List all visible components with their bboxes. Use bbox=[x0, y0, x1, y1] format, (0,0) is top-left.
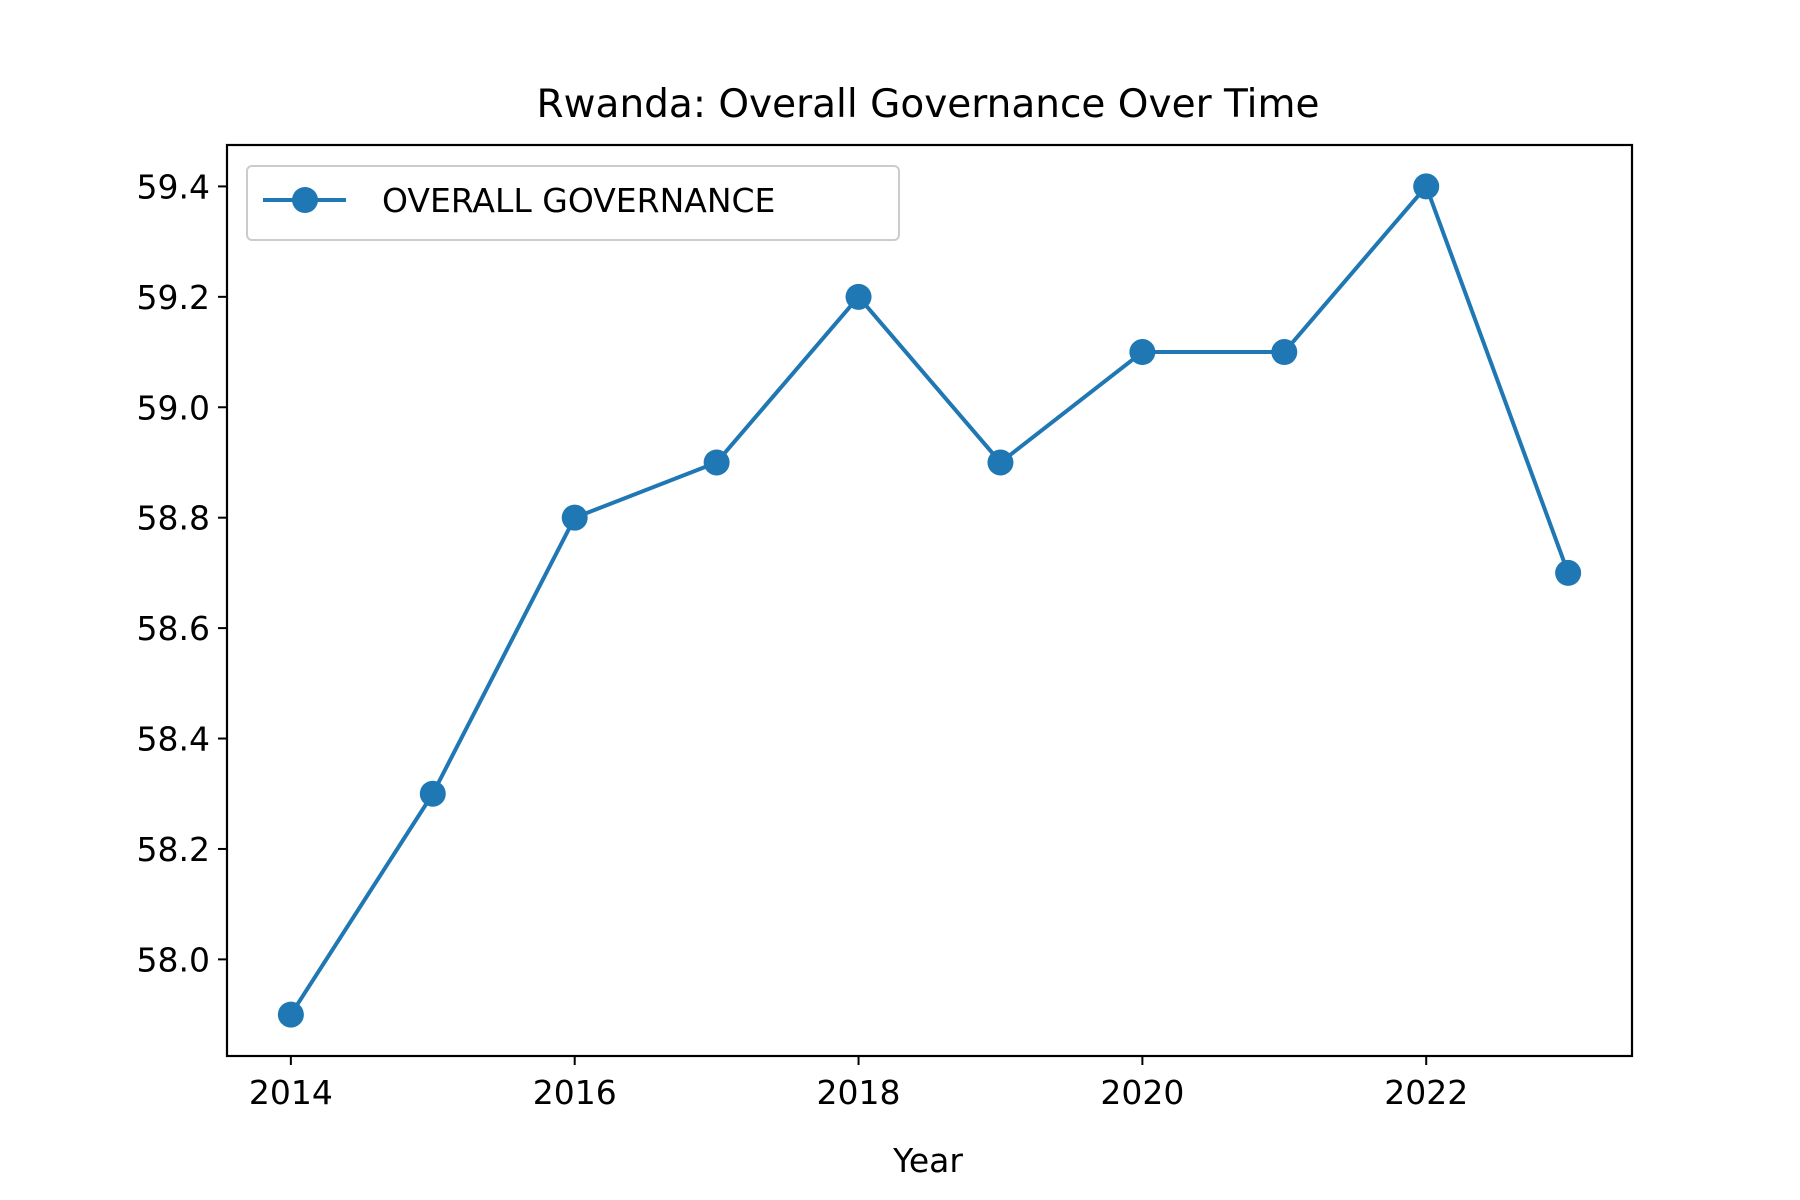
x-axis-label: Year bbox=[892, 1141, 963, 1180]
plot-area-frame bbox=[225, 143, 1634, 1058]
data-point-marker bbox=[1271, 339, 1298, 366]
data-point-marker bbox=[1555, 559, 1582, 586]
data-point-marker bbox=[1413, 173, 1440, 200]
data-point-marker bbox=[561, 504, 588, 531]
data-point-marker bbox=[419, 780, 446, 807]
y-tick-label: 59.4 bbox=[137, 167, 210, 206]
y-axis-ticks: 58.0 58.2 58.4 58.6 58.8 59.0 59.2 59.4 bbox=[137, 167, 227, 979]
plot-series bbox=[277, 173, 1582, 1028]
x-tick-label: 2014 bbox=[249, 1073, 333, 1112]
legend-marker-sample bbox=[292, 187, 318, 213]
data-point-marker bbox=[277, 1001, 304, 1028]
y-tick-label: 58.2 bbox=[137, 830, 210, 869]
x-tick-label: 2022 bbox=[1384, 1073, 1468, 1112]
legend-box bbox=[246, 165, 900, 241]
y-tick-label: 58.4 bbox=[137, 720, 210, 759]
x-tick-label: 2016 bbox=[533, 1073, 617, 1112]
data-point-marker bbox=[1129, 339, 1156, 366]
data-point-marker bbox=[703, 449, 730, 476]
series-line bbox=[289, 184, 1571, 1016]
y-tick-label: 58.0 bbox=[137, 940, 210, 979]
y-tick-label: 59.0 bbox=[137, 388, 210, 427]
data-point-marker bbox=[987, 449, 1014, 476]
y-tick-label: 59.2 bbox=[137, 278, 210, 317]
legend-label: OVERALL GOVERNANCE bbox=[382, 181, 775, 220]
chart-title: Rwanda: Overall Governance Over Time bbox=[537, 82, 1320, 127]
data-point-marker bbox=[845, 283, 872, 310]
x-tick-label: 2020 bbox=[1100, 1073, 1184, 1112]
legend: OVERALL GOVERNANCE bbox=[246, 165, 900, 241]
y-tick-label: 58.6 bbox=[137, 609, 210, 648]
x-tick-label: 2018 bbox=[817, 1073, 901, 1112]
y-tick-label: 58.8 bbox=[137, 499, 210, 538]
x-axis-ticks: 2014 2016 2018 2020 2022 bbox=[249, 1056, 1468, 1112]
